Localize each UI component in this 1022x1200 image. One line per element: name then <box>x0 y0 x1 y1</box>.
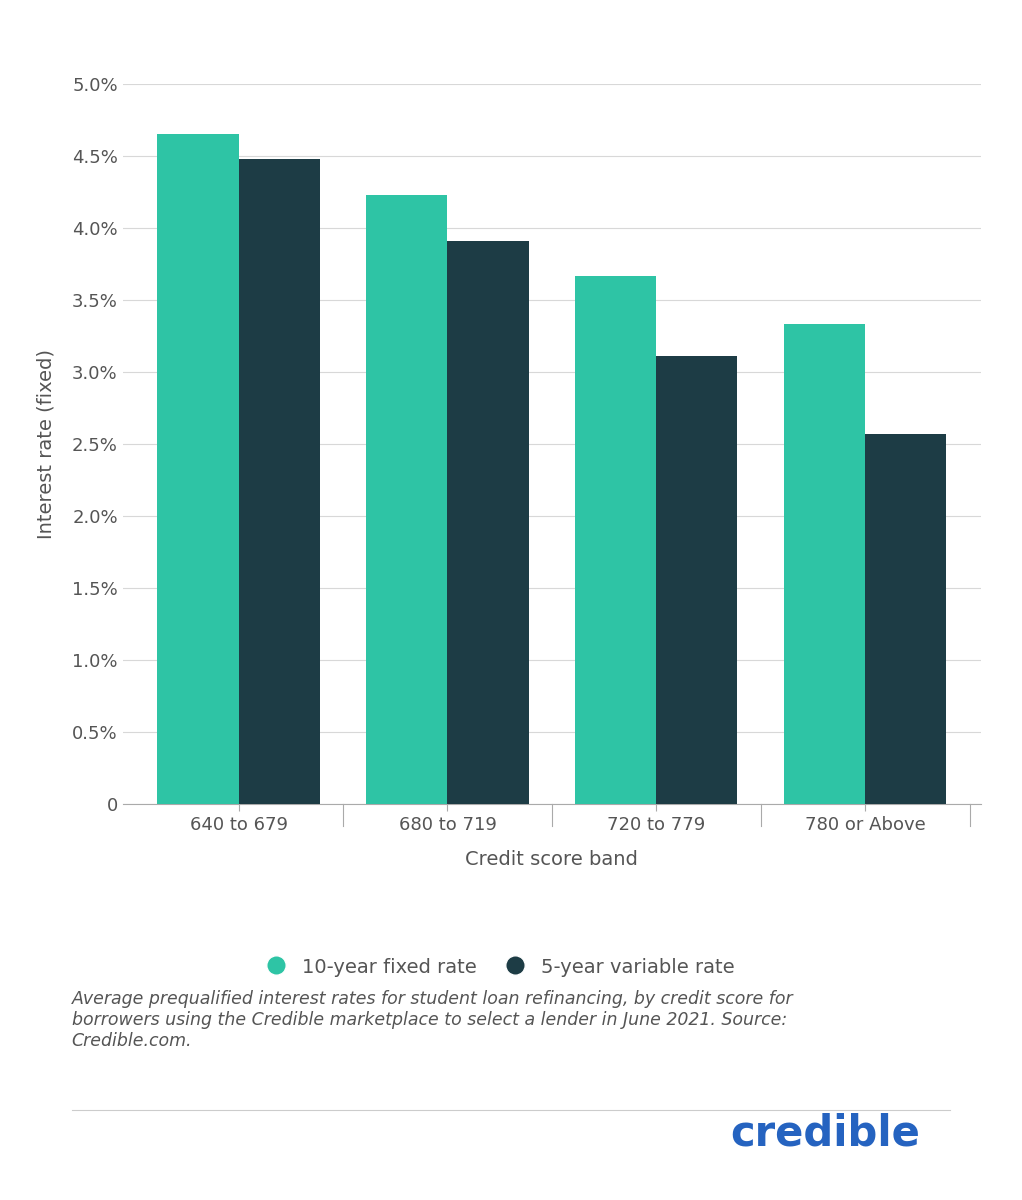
X-axis label: Credit score band: Credit score band <box>465 851 639 870</box>
Text: credible: credible <box>730 1112 920 1154</box>
Y-axis label: Interest rate (fixed): Interest rate (fixed) <box>36 349 55 539</box>
Bar <box>448 241 528 804</box>
Legend: 10-year fixed rate, 5-year variable rate: 10-year fixed rate, 5-year variable rate <box>267 958 734 977</box>
Text: Average prequalified interest rates for student loan refinancing, by credit scor: Average prequalified interest rates for … <box>72 990 793 1050</box>
Bar <box>865 434 946 804</box>
Bar <box>575 276 656 804</box>
Bar <box>784 324 865 804</box>
Bar <box>656 356 738 804</box>
Bar <box>239 158 320 804</box>
Bar <box>366 194 448 804</box>
Bar <box>157 134 239 804</box>
